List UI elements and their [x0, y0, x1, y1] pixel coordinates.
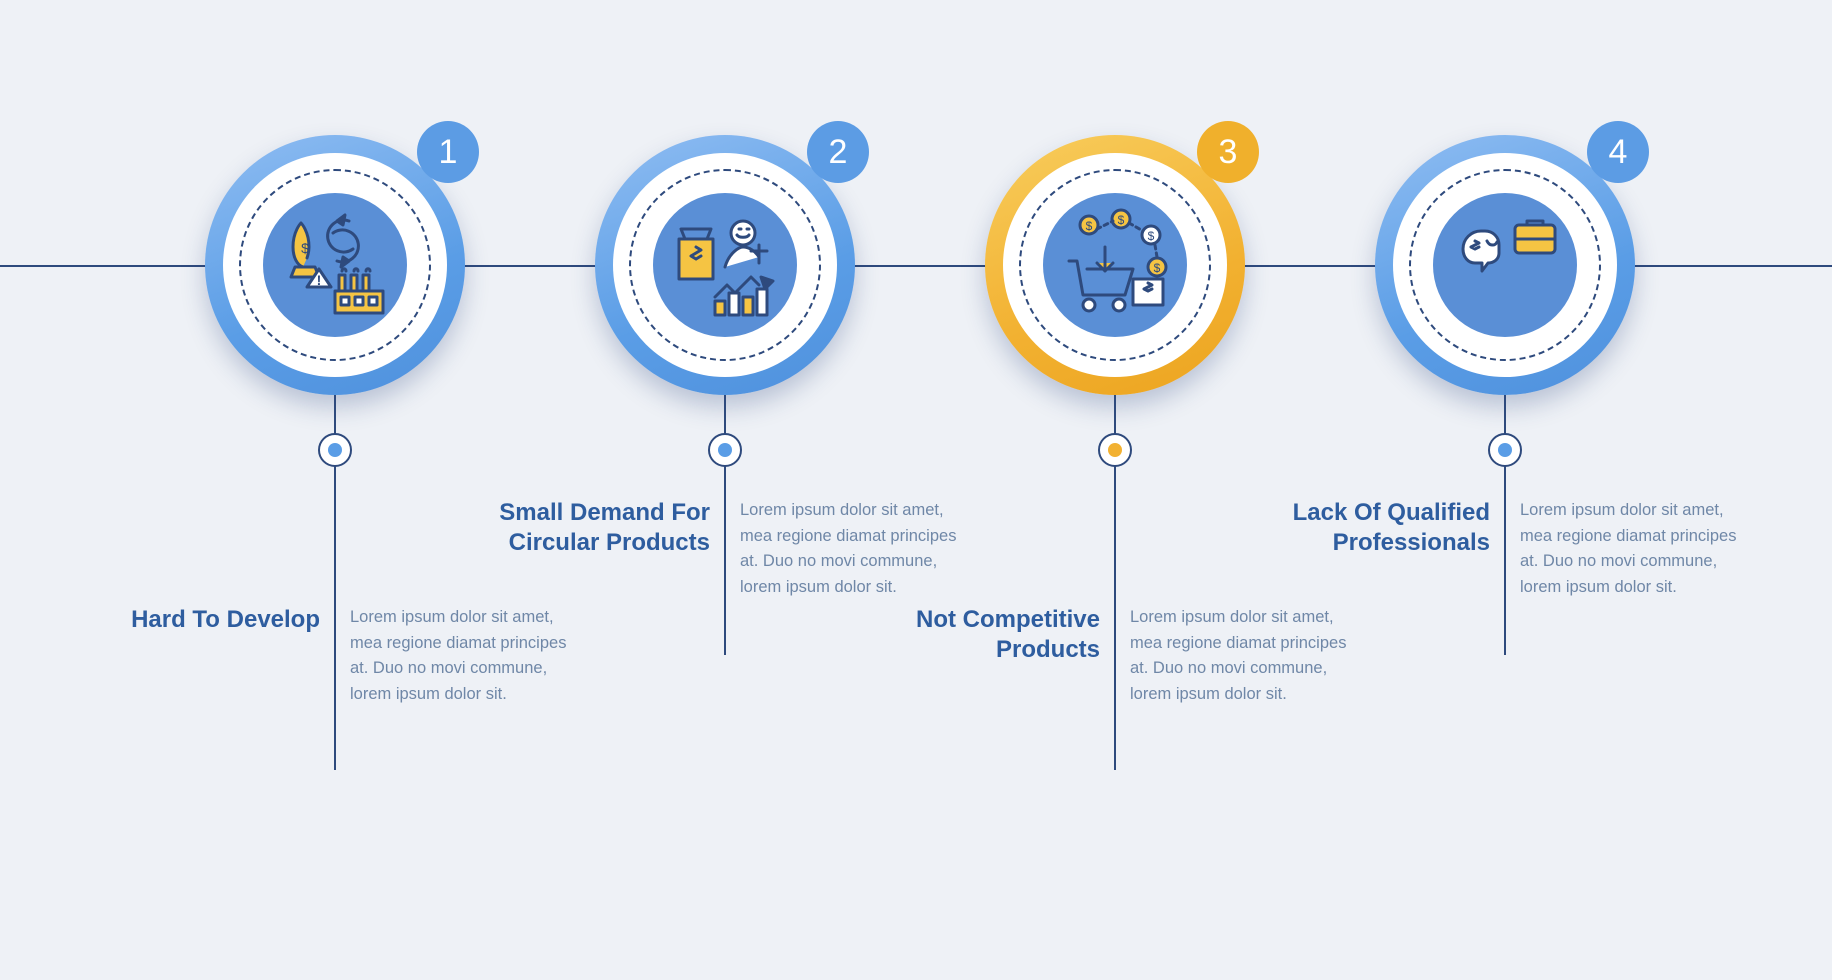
item-title: Hard To Develop [95, 605, 320, 635]
icon-core: $ $ $ $ [1043, 193, 1187, 337]
item-body: Lorem ipsum dolor sit amet, mea regione … [740, 498, 970, 600]
no-professionals-icon [1445, 205, 1565, 325]
item-body: Lorem ipsum dolor sit amet, mea regione … [1130, 605, 1360, 707]
step-number: 2 [829, 133, 848, 172]
item-body: Lorem ipsum dolor sit amet, mea regione … [350, 605, 580, 707]
circle-badge: 2 [595, 135, 855, 395]
item-title: Not Competitive Products [875, 605, 1100, 665]
connector-dot [1098, 433, 1132, 467]
dot-fill [1108, 443, 1122, 457]
low-demand-icon [665, 205, 785, 325]
item-title: Small Demand For Circular Products [485, 498, 710, 558]
number-badge: 3 [1197, 121, 1259, 183]
infographic-stage: $ ! [0, 0, 1832, 980]
dot-fill [1498, 443, 1512, 457]
step-number: 4 [1609, 133, 1628, 172]
svg-text:$: $ [301, 240, 309, 256]
dot-fill [718, 443, 732, 457]
number-badge: 1 [417, 121, 479, 183]
step-number: 3 [1219, 133, 1238, 172]
svg-text:$: $ [1148, 229, 1155, 243]
icon-core: $ ! [263, 193, 407, 337]
connector-dot [708, 433, 742, 467]
svg-text:$: $ [1086, 219, 1093, 233]
factory-cost-icon: $ ! [275, 205, 395, 325]
svg-text:$: $ [1118, 213, 1125, 227]
icon-core [653, 193, 797, 337]
item-title: Lack Of Qualified Professionals [1265, 498, 1490, 558]
circle-badge: 4 [1375, 135, 1635, 395]
infographic-item-4: 4 [1335, 135, 1675, 395]
number-badge: 4 [1587, 121, 1649, 183]
dot-fill [328, 443, 342, 457]
circle-badge: $ $ $ $ 3 [985, 135, 1245, 395]
infographic-item-3: $ $ $ $ 3 [945, 135, 1285, 395]
svg-text:$: $ [1154, 261, 1161, 275]
circle-badge: $ ! [205, 135, 465, 395]
step-number: 1 [439, 133, 458, 172]
connector-dot [1488, 433, 1522, 467]
not-competitive-icon: $ $ $ $ [1055, 205, 1175, 325]
infographic-item-2: 2 [555, 135, 895, 395]
svg-text:!: ! [317, 272, 322, 288]
connector-dot [318, 433, 352, 467]
icon-core [1433, 193, 1577, 337]
number-badge: 2 [807, 121, 869, 183]
infographic-item-1: $ ! [165, 135, 505, 395]
item-body: Lorem ipsum dolor sit amet, mea regione … [1520, 498, 1750, 600]
